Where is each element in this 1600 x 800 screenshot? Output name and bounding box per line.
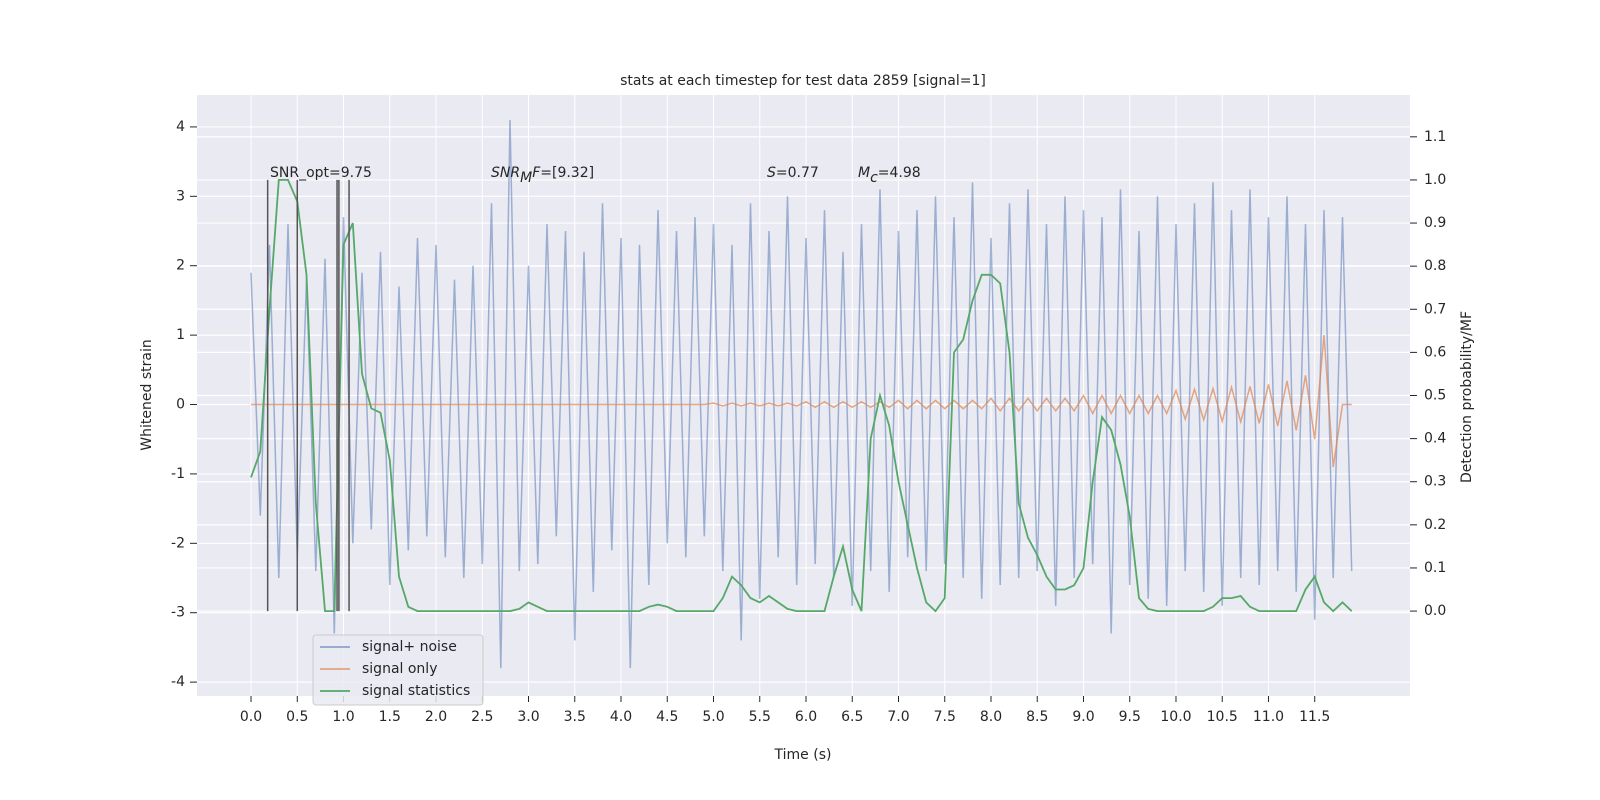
series-line	[251, 335, 1352, 468]
y-tick-label: 4	[176, 119, 185, 135]
x-tick-label: 6.5	[841, 709, 863, 725]
y-tick-label: 3	[176, 188, 185, 204]
y-tick-label: -4	[171, 674, 185, 690]
x-tick-label: 8.5	[1026, 709, 1048, 725]
x-axis-label: Time (s)	[774, 747, 832, 763]
annotation-part: F	[532, 165, 541, 181]
x-tick-label: 6.0	[795, 709, 817, 725]
y2-tick-label: 1.1	[1424, 129, 1446, 145]
annotation: S=0.77	[767, 165, 819, 181]
x-tick-label: 3.5	[564, 709, 586, 725]
y2-axis-label: Detection probability/MF	[1459, 311, 1475, 483]
legend-box	[312, 634, 484, 706]
annotation-part: M	[520, 170, 532, 186]
x-tick-label: 7.5	[934, 709, 956, 725]
y-tick-label: 0	[176, 397, 185, 413]
x-tick-label: 5.5	[749, 709, 771, 725]
y2-tick-label: 1.0	[1424, 172, 1446, 188]
legend-label: signal statistics	[362, 683, 470, 699]
y2-tick-label: 0.6	[1424, 344, 1446, 360]
annotation: SNRMF=[9.32]	[491, 165, 594, 186]
y2-tick-label: 0.7	[1424, 301, 1446, 317]
y-tick-label: -3	[171, 605, 185, 621]
x-tick-label: 11.5	[1299, 709, 1330, 725]
annotation: SNR_opt=9.75	[270, 165, 372, 181]
x-tick-label: 0.5	[286, 709, 308, 725]
x-tick-label: 1.0	[332, 709, 354, 725]
x-tick-label: 2.5	[471, 709, 493, 725]
x-tick-label: 3.0	[517, 709, 539, 725]
y2-tick-label: 0.0	[1424, 603, 1446, 619]
x-tick-label: 4.5	[656, 709, 678, 725]
x-tick-label: 8.0	[980, 709, 1002, 725]
y2-tick-label: 0.3	[1424, 474, 1446, 490]
y2-tick-label: 0.8	[1424, 258, 1446, 274]
series-line	[250, 119, 1353, 669]
y-tick-label: -1	[171, 466, 185, 482]
annotation-part: SNR	[491, 165, 520, 181]
chart-title: stats at each timestep for test data 285…	[620, 73, 986, 89]
annotation-part: S	[767, 165, 776, 181]
x-tick-label: 4.0	[610, 709, 632, 725]
y-tick-label: -2	[171, 535, 185, 551]
y-axis-label: Whitened strain	[139, 339, 155, 450]
y2-tick-label: 0.4	[1424, 431, 1446, 447]
y2-tick-label: 0.5	[1424, 388, 1446, 404]
x-tick-label: 11.0	[1253, 709, 1284, 725]
annotation-part: =4.98	[878, 165, 921, 181]
legend-label: signal+ noise	[362, 639, 457, 655]
x-tick-label: 1.5	[379, 709, 401, 725]
annotation: Mc=4.98	[858, 165, 921, 186]
x-tick-label: 9.5	[1119, 709, 1141, 725]
x-tick-label: 9.0	[1072, 709, 1094, 725]
y-tick-label: 1	[176, 327, 185, 343]
y2-tick-label: 0.1	[1424, 560, 1446, 576]
y2-tick-label: 0.2	[1424, 517, 1446, 533]
annotation-part: =[9.32]	[540, 165, 594, 181]
y2-tick-label: 0.9	[1424, 215, 1446, 231]
annotation-part: c	[870, 170, 878, 186]
x-tick-label: 10.5	[1207, 709, 1238, 725]
y-tick-label: 2	[176, 258, 185, 274]
x-tick-label: 10.0	[1160, 709, 1191, 725]
x-tick-label: 5.0	[702, 709, 724, 725]
x-tick-label: 0.0	[240, 709, 262, 725]
x-tick-label: 2.0	[425, 709, 447, 725]
annotation-part: M	[858, 165, 870, 181]
annotation-part: =0.77	[776, 165, 819, 181]
series-line	[250, 179, 1353, 613]
x-tick-label: 7.0	[887, 709, 909, 725]
legend-label: signal only	[362, 661, 437, 677]
